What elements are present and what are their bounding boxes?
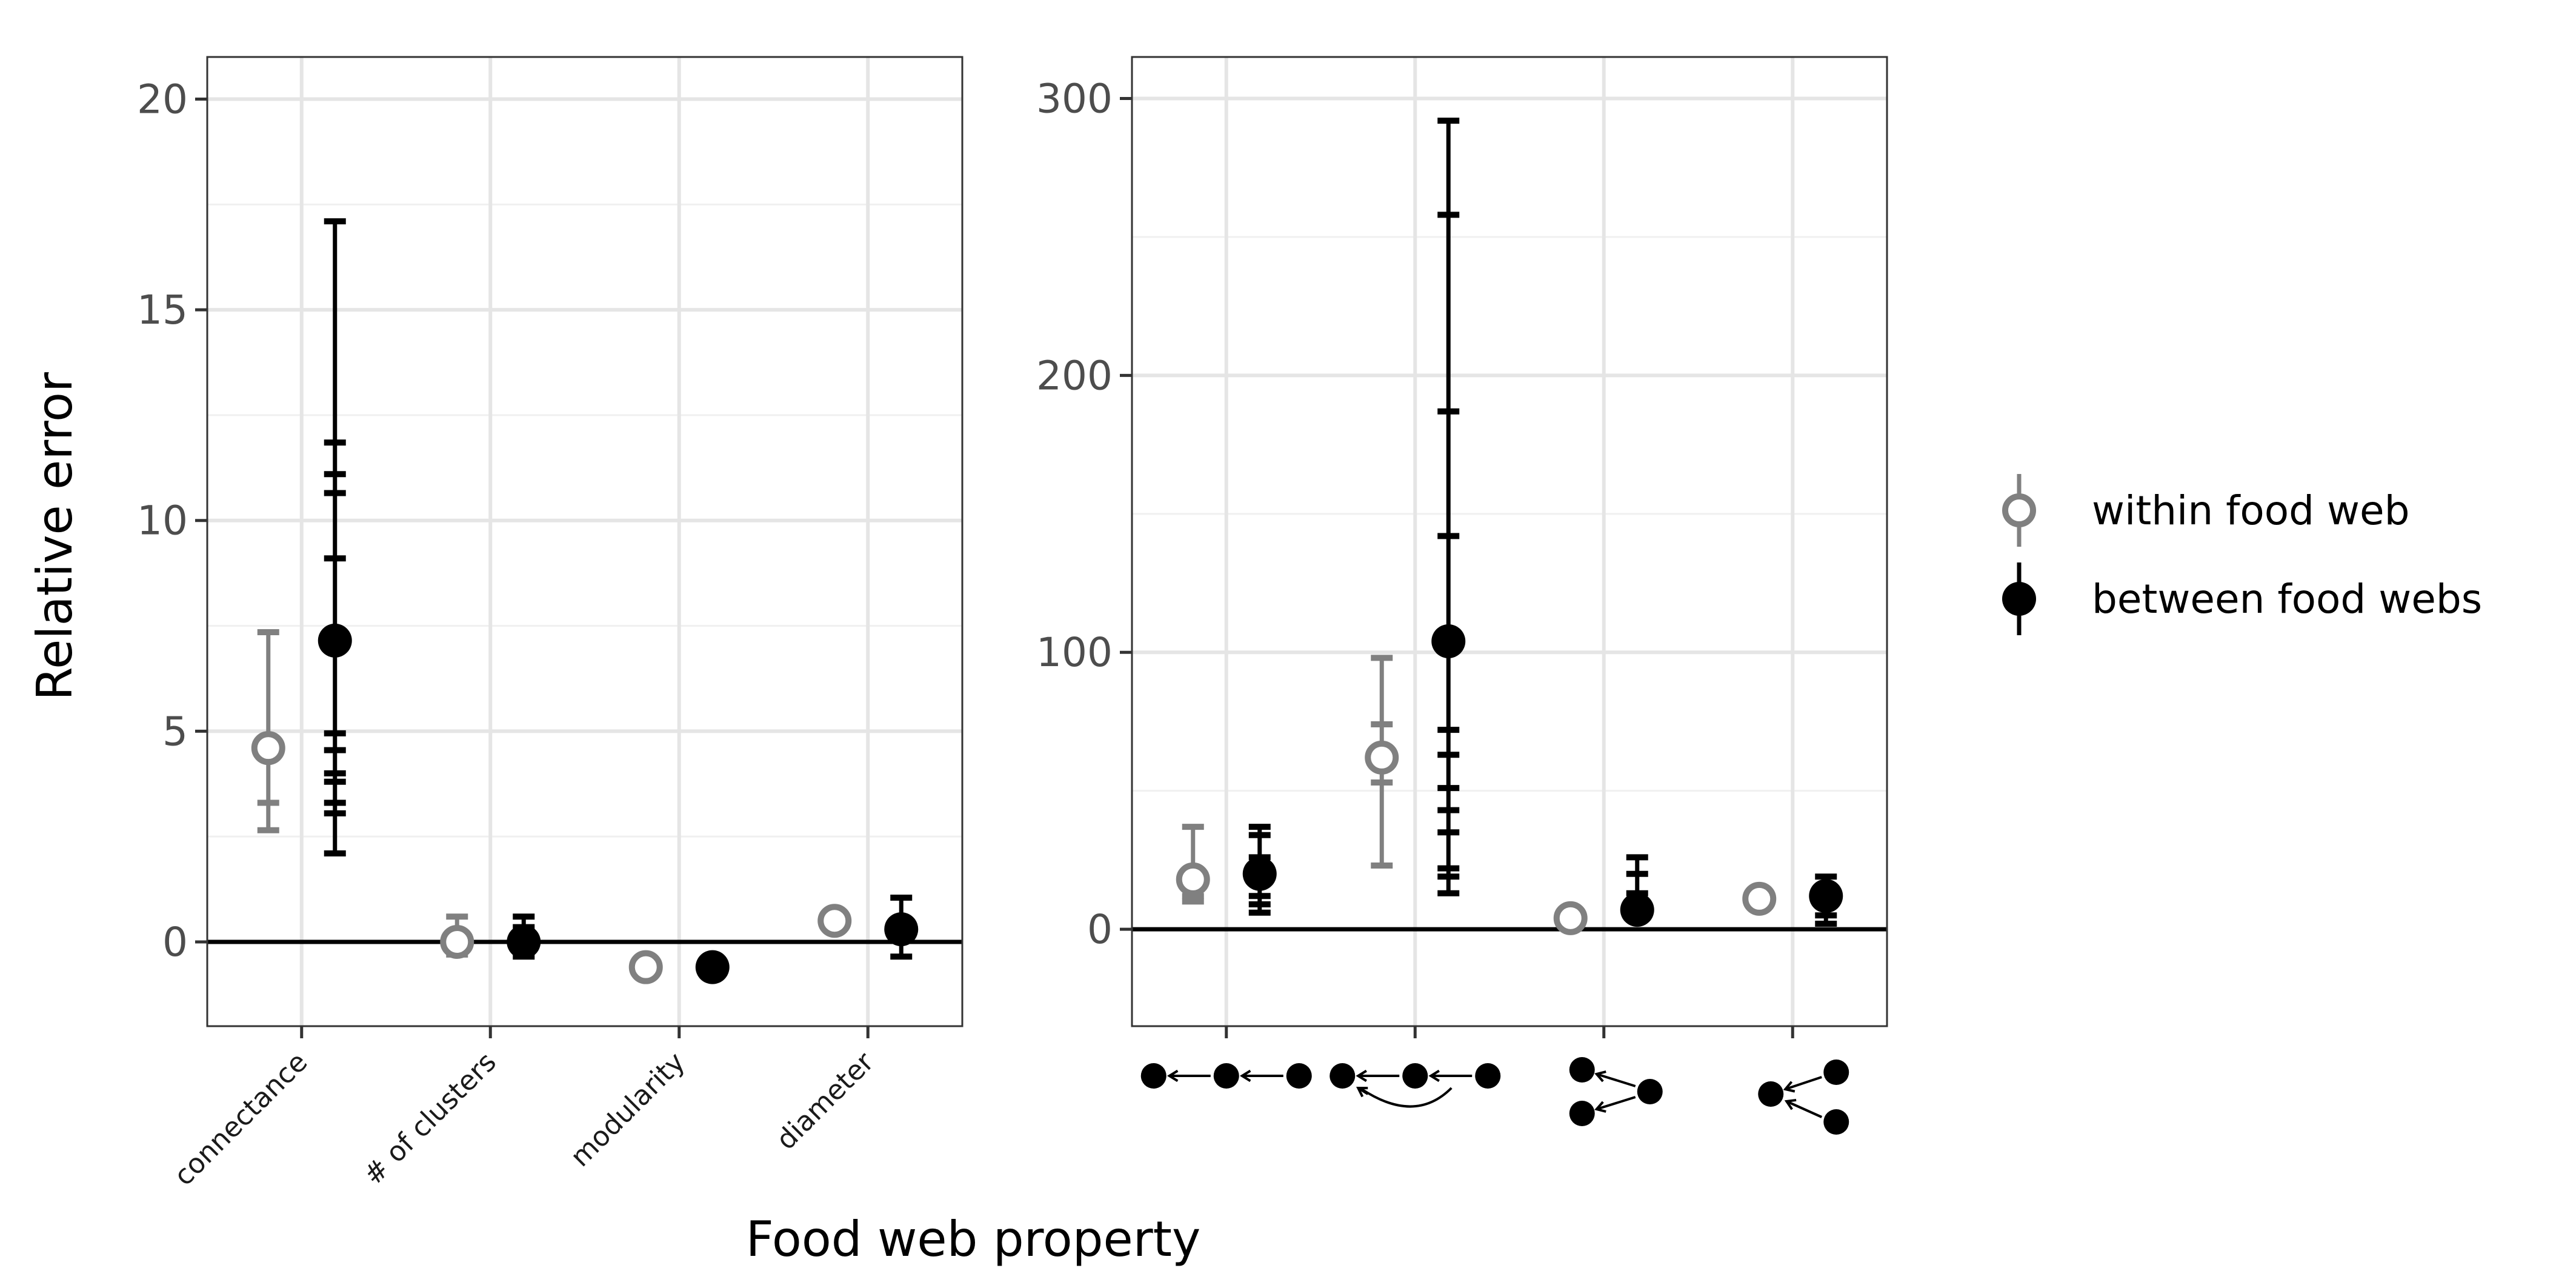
motif-node <box>1330 1063 1356 1089</box>
y-tick-label: 0 <box>162 919 188 966</box>
motif-edge <box>1596 1073 1636 1087</box>
motif-node <box>1569 1101 1595 1126</box>
motif-chain-icon <box>1140 1063 1312 1089</box>
motif-edge <box>1785 1076 1822 1090</box>
point-within-food-web <box>628 950 663 984</box>
y-axis-title: Relative error <box>27 372 83 701</box>
legend-key-between-marker <box>2002 582 2036 616</box>
point-within-food-web <box>440 924 474 959</box>
right-y-axis: 0 100 200 300 <box>1036 76 1132 953</box>
point-between-food-webs <box>1620 893 1654 927</box>
point-between-food-webs <box>507 924 541 959</box>
legend-label-between-food-webs: between food webs <box>2092 576 2482 622</box>
point-within-food-web <box>1365 740 1399 775</box>
panel-right-motifs: 0 100 200 300 <box>1036 56 1888 1135</box>
motif-node <box>1140 1063 1167 1089</box>
point-within-food-web <box>1553 901 1588 935</box>
motif-arrowhead <box>1428 1069 1440 1083</box>
motif-arrowhead <box>1356 1069 1367 1083</box>
point-between-food-webs <box>1809 879 1843 913</box>
left-panel-border <box>206 56 964 1027</box>
motif-node <box>1823 1059 1849 1085</box>
y-tick-label: 300 <box>1036 76 1113 122</box>
legend: within food web between food webs <box>2002 474 2482 635</box>
point-between-food-webs <box>1431 624 1466 658</box>
legend-key-within-marker <box>2002 493 2036 527</box>
point-between-food-webs <box>1242 856 1277 891</box>
motif-arrowhead <box>1594 1101 1606 1113</box>
y-tick-label: 15 <box>137 287 188 333</box>
point-within-food-web <box>817 904 852 938</box>
motif-arrowhead <box>1239 1069 1251 1083</box>
y-tick-label: 10 <box>137 498 188 544</box>
point-between-food-webs <box>695 950 730 984</box>
motif-node <box>1637 1079 1663 1104</box>
legend-item-between-food-webs: between food webs <box>2002 562 2482 635</box>
motif-node <box>1402 1063 1428 1089</box>
motif-arrowhead <box>1783 1081 1796 1093</box>
motif-edge <box>1596 1096 1636 1110</box>
y-tick-label: 200 <box>1036 352 1113 399</box>
motif-node <box>1823 1109 1849 1135</box>
point-between-food-webs <box>318 623 352 658</box>
left-y-axis: 0 5 10 15 20 <box>137 76 207 966</box>
motif-exploitative-competition-icon <box>1758 1059 1849 1135</box>
motif-edge <box>1786 1100 1823 1118</box>
x-axis-title: Food web property <box>746 1211 1201 1267</box>
y-tick-label: 20 <box>137 76 188 123</box>
motif-arrowhead <box>1167 1069 1179 1083</box>
left-plot-background <box>207 57 962 1026</box>
y-tick-label: 5 <box>162 708 188 755</box>
y-tick-label: 100 <box>1036 629 1113 676</box>
motif-node <box>1286 1063 1312 1089</box>
point-within-food-web <box>1176 862 1210 896</box>
point-within-food-web <box>251 731 285 766</box>
left-data-marks <box>251 218 919 984</box>
motif-omnivory-icon <box>1330 1063 1501 1108</box>
legend-label-within-food-web: within food web <box>2092 487 2410 534</box>
y-tick-label: 0 <box>1087 906 1113 953</box>
right-data-marks <box>1176 118 1843 935</box>
motif-arrowhead <box>1356 1086 1368 1098</box>
point-within-food-web <box>1742 881 1777 916</box>
point-between-food-webs <box>884 912 919 947</box>
motif-node <box>1213 1063 1239 1089</box>
motif-apparent-competition-icon <box>1569 1057 1663 1126</box>
right-x-axis <box>1140 1026 1849 1135</box>
motif-arrowhead <box>1784 1098 1797 1110</box>
legend-item-within-food-web: within food web <box>2002 474 2410 547</box>
motif-node <box>1758 1081 1784 1107</box>
right-panel-border <box>1131 56 1888 1027</box>
motif-arrowhead <box>1594 1070 1606 1083</box>
motif-node <box>1569 1057 1595 1083</box>
motif-edge <box>1361 1087 1453 1108</box>
motif-node <box>1475 1063 1501 1089</box>
